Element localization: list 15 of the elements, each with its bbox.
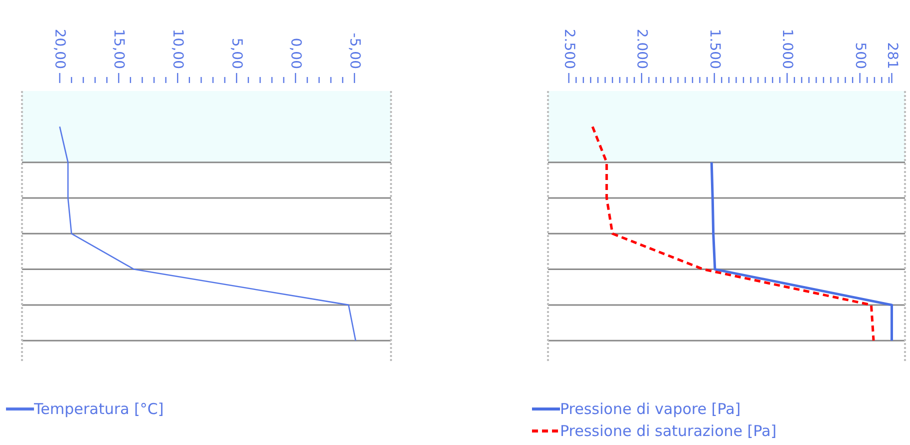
x-tick-label: 281	[884, 42, 900, 69]
x-tick-label: 1.000	[779, 28, 796, 69]
x-tick-label: 1.500	[706, 28, 722, 69]
x-tick-label: 10,00	[170, 28, 186, 69]
x-tick-label: 15,00	[110, 28, 127, 69]
x-tick-label: 2.500	[560, 28, 577, 69]
x-tick-label: 0,00	[288, 38, 304, 69]
x-tick-label: 20,00	[52, 28, 68, 69]
legend-label: Temperatura [°C]	[34, 400, 164, 418]
legend-label: Pressione di vapore [Pa]	[560, 400, 741, 418]
x-tick-label: -5,00	[346, 32, 362, 69]
x-tick-label: 2.000	[634, 28, 650, 69]
x-tick-label: 5,00	[228, 38, 245, 69]
legend-label: Pressione di saturazione [Pa]	[560, 422, 777, 440]
x-tick-label: 500	[852, 42, 868, 69]
